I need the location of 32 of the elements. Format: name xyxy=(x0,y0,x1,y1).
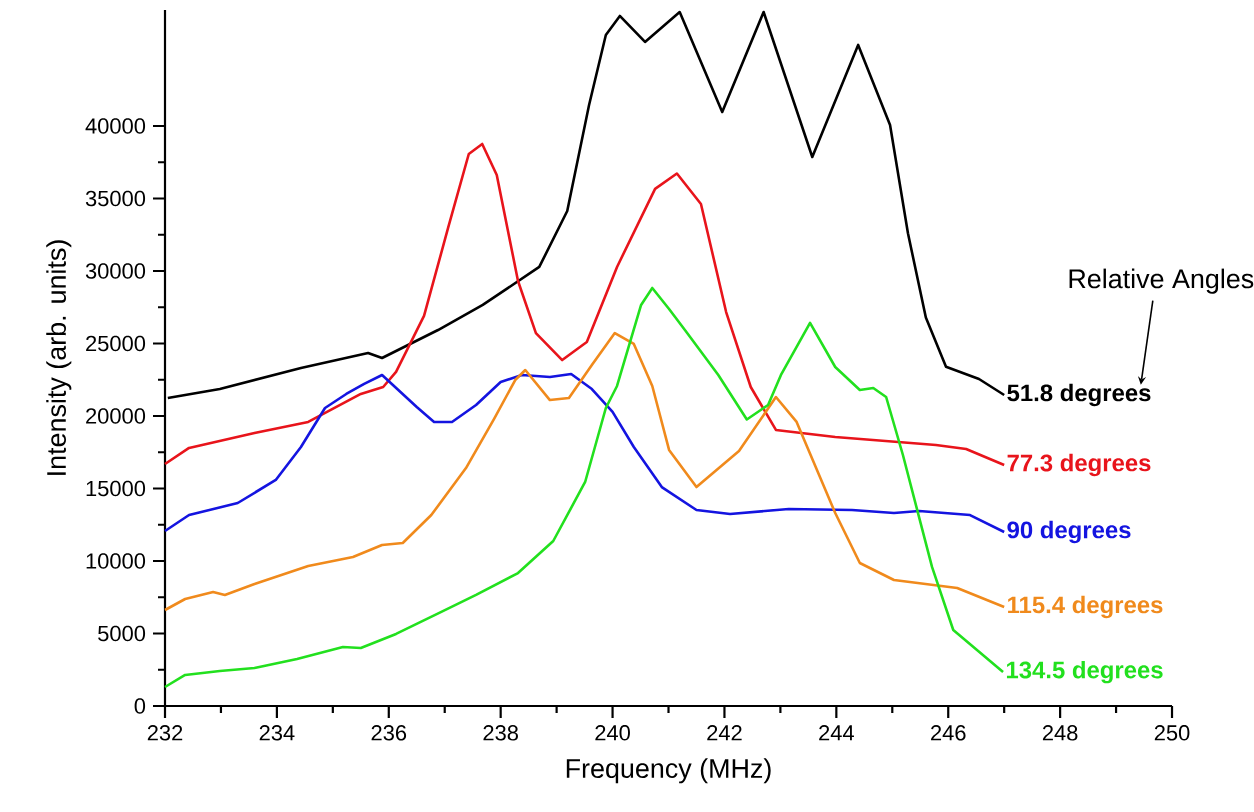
y-tick-label: 15000 xyxy=(86,480,146,497)
y-tick-label: 30000 xyxy=(85,263,146,279)
line-series xyxy=(163,286,1005,689)
line-series xyxy=(163,331,1006,612)
x-tick-label: 248 xyxy=(1042,725,1078,741)
y-tick-label: 25000 xyxy=(86,335,146,352)
x-tick-label: 244 xyxy=(819,725,854,741)
series-label: 90 degrees xyxy=(1007,520,1131,544)
y-tick-label: 10000 xyxy=(86,553,146,569)
x-tick-label: 246 xyxy=(931,725,966,741)
y-tick-label: 20000 xyxy=(86,408,146,424)
line-series xyxy=(163,372,1006,534)
x-tick-label: 232 xyxy=(147,725,183,741)
x-tick-label: 238 xyxy=(483,725,518,741)
y-tick-label: 5000 xyxy=(98,625,146,642)
y-tick-label: 35000 xyxy=(85,190,146,207)
y-tick-label: 0 xyxy=(134,698,146,714)
line-series xyxy=(166,10,1006,400)
series-label: 115.4 degrees xyxy=(1008,595,1163,619)
y-tick-label: 40000 xyxy=(85,118,146,134)
series-label: 77.3 degrees xyxy=(1007,453,1151,477)
x-tick-label: 234 xyxy=(259,725,295,741)
legend-label: 51.8 degrees xyxy=(1007,383,1151,407)
x-tick-label: 242 xyxy=(707,725,742,741)
series-label: 134.5 degrees xyxy=(1006,660,1163,684)
y-axis-title: Intensity (arb. units) xyxy=(46,240,72,475)
line-series xyxy=(163,142,1006,467)
x-tick-label: 250 xyxy=(1154,725,1190,741)
x-tick-label: 236 xyxy=(371,725,407,741)
legend-title: Relative Angles xyxy=(1069,268,1254,294)
x-axis-title: Frequency (MHz) xyxy=(566,758,771,784)
x-tick-label: 240 xyxy=(595,725,630,741)
